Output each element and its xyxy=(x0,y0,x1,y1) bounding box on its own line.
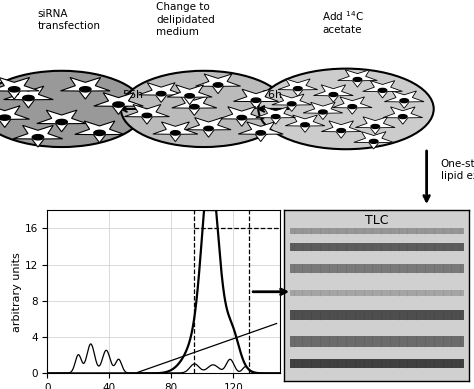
Circle shape xyxy=(94,130,105,135)
Circle shape xyxy=(142,113,152,117)
FancyBboxPatch shape xyxy=(290,310,464,320)
Text: 56h: 56h xyxy=(122,90,143,100)
Circle shape xyxy=(353,77,362,81)
FancyBboxPatch shape xyxy=(290,228,464,234)
FancyBboxPatch shape xyxy=(290,244,464,251)
Text: siRNA
transfection: siRNA transfection xyxy=(38,9,101,31)
Polygon shape xyxy=(363,81,402,98)
Circle shape xyxy=(156,91,166,96)
Polygon shape xyxy=(233,89,279,109)
FancyBboxPatch shape xyxy=(290,290,464,296)
Polygon shape xyxy=(383,107,423,124)
Text: One-step
lipid extraction: One-step lipid extraction xyxy=(441,159,474,181)
Circle shape xyxy=(190,105,199,109)
Circle shape xyxy=(171,131,180,135)
Text: Add $^{14}$C
acetate: Add $^{14}$C acetate xyxy=(322,9,365,35)
Circle shape xyxy=(329,93,337,96)
Polygon shape xyxy=(354,131,393,149)
Polygon shape xyxy=(186,117,231,137)
Polygon shape xyxy=(321,121,361,138)
Text: TLC: TLC xyxy=(365,214,389,227)
Circle shape xyxy=(32,135,44,140)
Circle shape xyxy=(293,87,302,91)
Circle shape xyxy=(400,99,409,103)
Polygon shape xyxy=(278,79,318,96)
FancyBboxPatch shape xyxy=(290,359,464,368)
Text: 16h: 16h xyxy=(262,90,283,100)
Polygon shape xyxy=(256,107,295,124)
Y-axis label: arbitrary units: arbitrary units xyxy=(12,252,22,332)
Circle shape xyxy=(23,95,34,101)
Circle shape xyxy=(371,124,380,128)
Circle shape xyxy=(121,71,287,147)
Polygon shape xyxy=(75,121,124,143)
Polygon shape xyxy=(332,97,372,114)
Polygon shape xyxy=(4,86,53,108)
Polygon shape xyxy=(272,94,311,111)
Circle shape xyxy=(287,102,296,106)
Circle shape xyxy=(369,139,378,143)
Circle shape xyxy=(256,131,265,135)
Polygon shape xyxy=(0,106,29,128)
Circle shape xyxy=(348,105,356,109)
Polygon shape xyxy=(314,85,353,102)
Polygon shape xyxy=(124,105,170,124)
Circle shape xyxy=(251,98,261,102)
Circle shape xyxy=(113,102,124,107)
Circle shape xyxy=(80,87,91,92)
Polygon shape xyxy=(384,91,424,108)
Circle shape xyxy=(319,110,327,114)
Polygon shape xyxy=(0,77,39,99)
Polygon shape xyxy=(356,117,395,134)
Polygon shape xyxy=(303,102,343,119)
Circle shape xyxy=(399,115,407,119)
Circle shape xyxy=(337,129,346,133)
Circle shape xyxy=(185,94,194,98)
Polygon shape xyxy=(167,85,212,105)
Circle shape xyxy=(258,68,434,149)
Circle shape xyxy=(56,119,67,124)
Polygon shape xyxy=(153,122,198,142)
FancyBboxPatch shape xyxy=(290,264,464,273)
Circle shape xyxy=(213,83,223,87)
Text: Change to
delipidated
medium: Change to delipidated medium xyxy=(156,2,215,37)
Circle shape xyxy=(9,87,20,92)
Polygon shape xyxy=(337,70,377,87)
Polygon shape xyxy=(13,125,63,147)
Polygon shape xyxy=(285,115,325,132)
Circle shape xyxy=(0,71,145,147)
Polygon shape xyxy=(94,93,143,114)
Polygon shape xyxy=(61,77,110,99)
Circle shape xyxy=(378,88,387,92)
Polygon shape xyxy=(238,122,283,142)
Polygon shape xyxy=(172,96,217,116)
Circle shape xyxy=(204,126,213,131)
Polygon shape xyxy=(195,74,241,94)
Circle shape xyxy=(237,116,246,120)
FancyBboxPatch shape xyxy=(290,336,464,347)
Circle shape xyxy=(272,115,280,119)
Circle shape xyxy=(301,123,310,127)
Polygon shape xyxy=(37,110,86,132)
Polygon shape xyxy=(219,107,264,126)
Circle shape xyxy=(0,115,10,120)
Polygon shape xyxy=(138,83,184,102)
